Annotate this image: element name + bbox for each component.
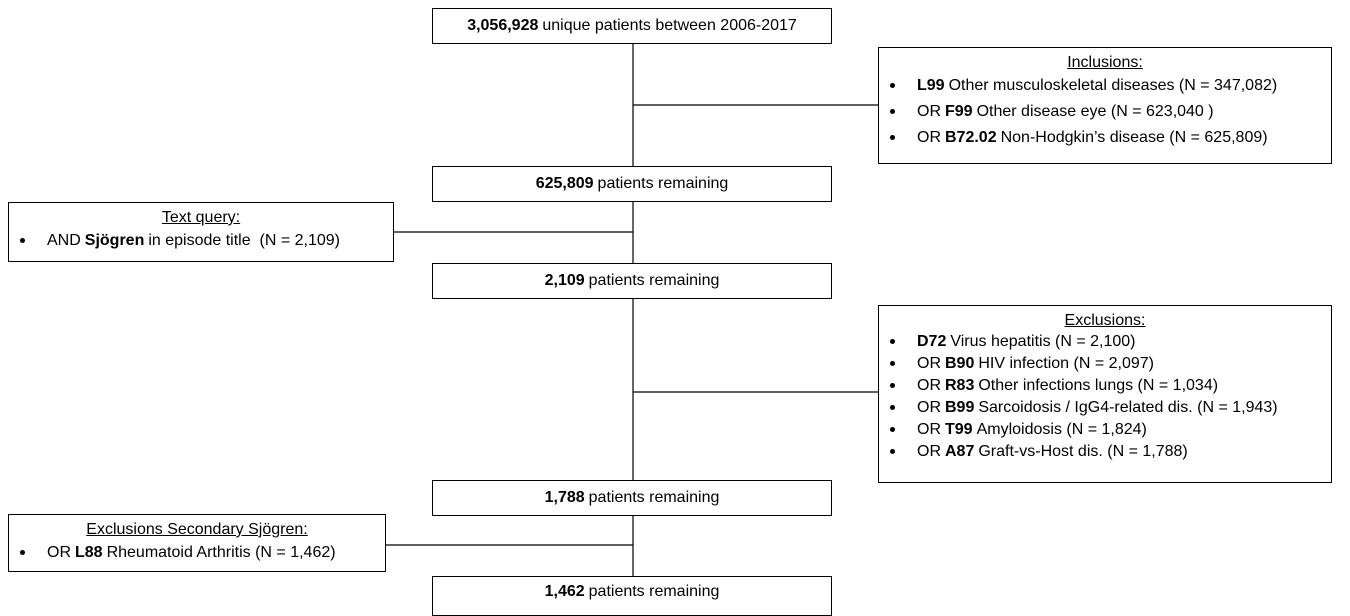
description: Other disease eye (N = 623,040 ): [976, 103, 1214, 120]
prefix: OR: [917, 421, 941, 438]
prefix: OR: [917, 129, 941, 146]
prefix: OR: [917, 355, 941, 372]
main-box: 2,109 patients remaining: [432, 263, 832, 299]
description: Other musculoskeletal diseases (N = 347,…: [948, 77, 1278, 94]
side-box: Text query: AND Sjögren in episode title (N…: [8, 202, 394, 262]
box-title: Exclusions Secondary Sjögren:: [86, 521, 308, 538]
prefix: AND: [47, 232, 81, 249]
description: Other infections lungs (N = 1,034): [978, 377, 1219, 394]
list-item: D72 Virus hepatitis (N = 2,100): [879, 331, 1331, 353]
list-item: L99 Other musculoskeletal diseases (N = 3…: [879, 73, 1331, 99]
main-box: 625,809 patients remaining: [432, 166, 832, 202]
description: Sarcoidosis / IgG4-related dis. (N = 1,9…: [978, 399, 1278, 416]
box-title: Text query:: [161, 209, 241, 226]
description: Virus hepatitis (N = 2,100): [950, 333, 1136, 350]
box-title: Inclusions:: [1067, 54, 1143, 71]
prefix: OR: [917, 443, 941, 460]
box-title: Exclusions:: [1064, 312, 1146, 329]
label: patients remaining: [597, 175, 729, 192]
description: Graft-vs-Host dis. (N = 1,788): [978, 443, 1188, 460]
list-item: OR F99 Other disease eye (N = 623,040 ): [879, 99, 1331, 125]
main-box: 1,788 patients remaining: [432, 480, 832, 516]
prefix: OR: [917, 377, 941, 394]
prefix: OR: [917, 399, 941, 416]
list-item: AND Sjögren in episode title (N = 2,109): [9, 228, 393, 254]
code: B90: [945, 355, 975, 372]
code: B99: [945, 399, 975, 416]
label: patients remaining: [588, 272, 720, 289]
label: unique patients between 2006-2017: [542, 17, 797, 34]
list-item: OR T99 Amyloidosis (N = 1,824): [879, 419, 1331, 441]
description: Amyloidosis (N = 1,824): [976, 421, 1147, 438]
code: T99: [945, 421, 973, 438]
list-item: OR B99 Sarcoidosis / IgG4-related dis. (N …: [879, 397, 1331, 419]
code: D72: [917, 333, 947, 350]
code: F99: [945, 103, 973, 120]
side-box: Exclusions: D72 Virus hepatitis (N = 2,100…: [878, 305, 1332, 483]
prefix: OR: [917, 103, 941, 120]
side-box: Exclusions Secondary Sjögren: OR L88 Rheuma…: [8, 514, 386, 572]
code: Sjögren: [84, 232, 145, 249]
main-box: 1,462 patients remaining: [432, 576, 832, 616]
list-item: OR R83 Other infections lungs (N = 1,034): [879, 375, 1331, 397]
description: Rheumatoid Arthritis (N = 1,462): [106, 544, 336, 561]
code: A87: [945, 443, 975, 460]
label: patients remaining: [588, 583, 720, 600]
list-item: OR B90 HIV infection (N = 2,097): [879, 353, 1331, 375]
list-item: OR B72.02 Non-Hodgkin’s disease (N = 625,8…: [879, 125, 1331, 151]
code: B72.02: [945, 129, 997, 146]
main-box: 3,056,928 unique patients between 2006-20…: [432, 8, 832, 44]
count: 1,788: [544, 489, 585, 506]
side-box: Inclusions: L99 Other musculoskeletal dise…: [878, 47, 1332, 164]
count: 1,462: [544, 583, 585, 600]
count: 3,056,928: [467, 17, 539, 34]
count: 2,109: [544, 272, 585, 289]
description: HIV infection (N = 2,097): [978, 355, 1154, 372]
list-item: OR L88 Rheumatoid Arthritis (N = 1,462): [9, 540, 385, 566]
code: L88: [75, 544, 103, 561]
label: patients remaining: [588, 489, 720, 506]
list-item: OR A87 Graft-vs-Host dis. (N = 1,788): [879, 441, 1331, 463]
count: 625,809: [535, 175, 594, 192]
description: in episode title (N = 2,109): [148, 232, 341, 249]
prefix: OR: [47, 544, 71, 561]
code: R83: [945, 377, 975, 394]
code: L99: [917, 77, 945, 94]
description: Non-Hodgkin’s disease (N = 625,809): [1000, 129, 1268, 146]
